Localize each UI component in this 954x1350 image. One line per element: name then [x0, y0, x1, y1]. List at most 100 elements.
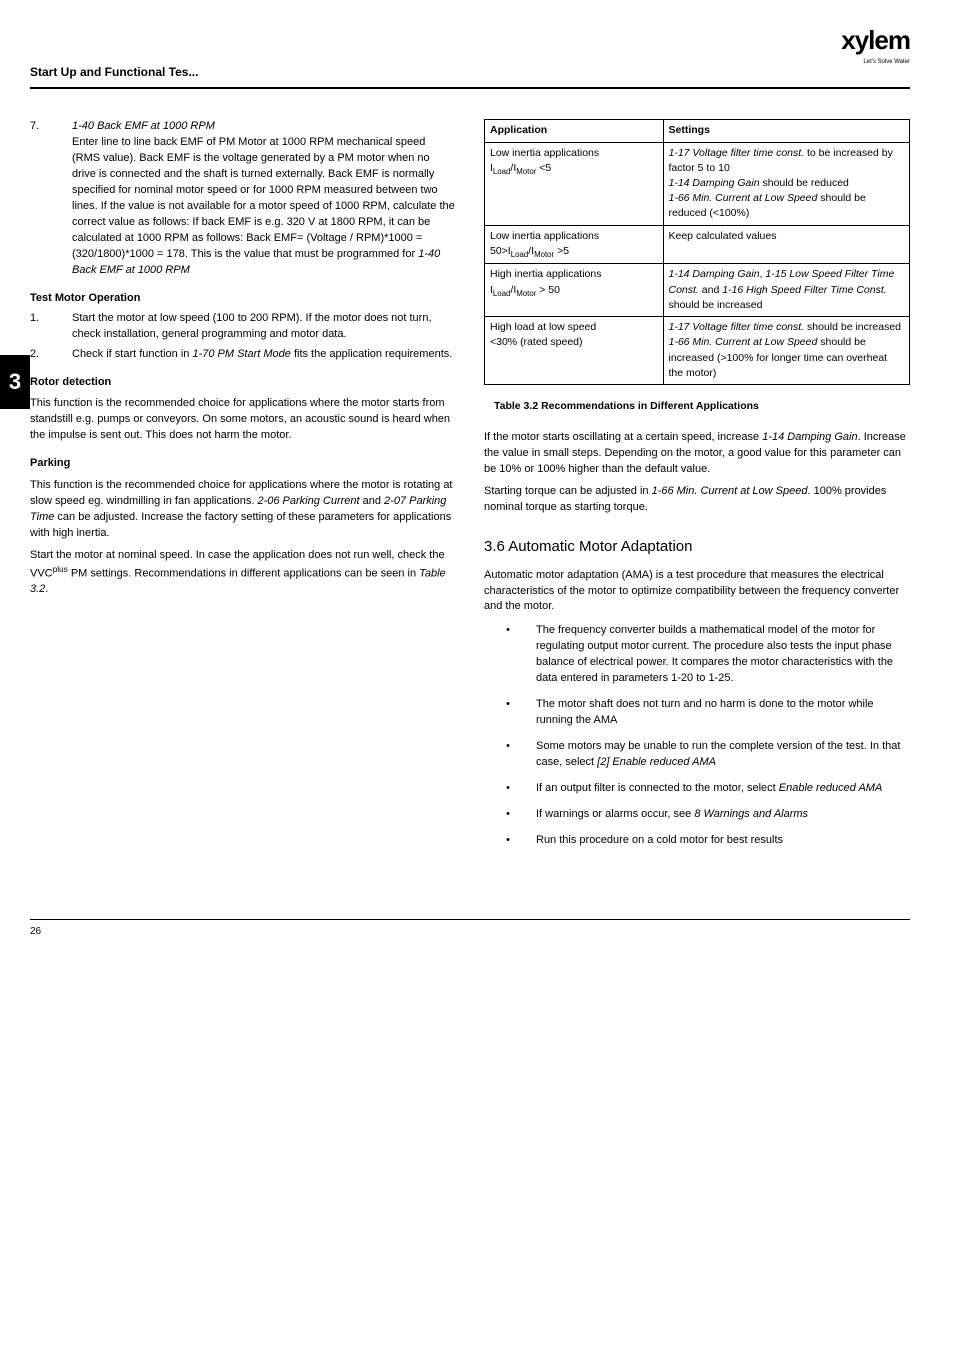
paragraph: Automatic motor adaptation (AMA) is a te… — [484, 568, 910, 616]
text: should be increased — [804, 321, 901, 333]
page-header-title: Start Up and Functional Tes... — [30, 64, 910, 81]
page-number: 26 — [30, 925, 910, 940]
item-text: If an output filter is connected to the … — [536, 781, 882, 797]
chapter-tab: 3 — [0, 355, 30, 409]
item-text: If warnings or alarms occur, see 8 Warni… — [536, 807, 808, 823]
table-cell: Keep calculated values — [663, 225, 910, 264]
paragraph: This function is the recommended choice … — [30, 478, 456, 542]
param-name: 8 Warnings and Alarms — [694, 808, 808, 820]
table-cell: High load at low speed <30% (rated speed… — [485, 317, 664, 385]
param-name: 1-66 Min. Current at Low Speed — [669, 336, 818, 348]
list-item: Some motors may be unable to run the com… — [484, 739, 910, 771]
text: If warnings or alarms occur, see — [536, 808, 694, 820]
list-item: If an output filter is connected to the … — [484, 781, 910, 797]
text: Low inertia applications — [490, 230, 599, 242]
param-name: 1-17 Voltage filter time const. — [669, 321, 805, 333]
table-cell: Low inertia applications ILoad/IMotor <5 — [485, 142, 664, 225]
superscript: plus — [53, 565, 68, 574]
table-cell: 1-17 Voltage filter time const. should b… — [663, 317, 910, 385]
item-text: Some motors may be unable to run the com… — [536, 739, 910, 771]
text: Low inertia applications — [490, 147, 599, 159]
brand-logo: xylem Let's Solve Water — [841, 22, 910, 66]
subscript: Load — [493, 167, 510, 176]
text: should be increased — [669, 299, 763, 311]
item-number: 2. — [30, 347, 56, 363]
param-name: 1-14 Damping Gain — [669, 177, 760, 189]
text: can be adjusted. Increase the factory se… — [30, 511, 451, 539]
text: <5 — [536, 162, 551, 174]
text: If the motor starts oscillating at a cer… — [484, 431, 762, 443]
param-name: 1-70 PM Start Mode — [192, 348, 290, 360]
recommendations-table: Application Settings Low inertia applica… — [484, 119, 910, 385]
table-row: Application Settings — [485, 120, 910, 142]
list-item: 1. Start the motor at low speed (100 to … — [30, 311, 456, 343]
text: PM settings. Recommendations in differen… — [68, 568, 419, 580]
table-row: Low inertia applications 50>ILoad/IMotor… — [485, 225, 910, 264]
list-item: The motor shaft does not turn and no har… — [484, 697, 910, 729]
col-header: Settings — [663, 120, 910, 142]
text: High inertia applications — [490, 268, 601, 280]
paragraph: If the motor starts oscillating at a cer… — [484, 430, 910, 478]
section-heading: Rotor detection — [30, 375, 456, 391]
text: fits the application requirements. — [291, 348, 452, 360]
param-name: 1-17 Voltage filter time const. — [669, 147, 805, 159]
subscript: Load — [511, 250, 528, 259]
param-name: Enable reduced AMA — [779, 782, 883, 794]
item-text: Check if start function in 1-70 PM Start… — [72, 347, 452, 363]
text: and — [360, 495, 384, 507]
param-name: 1-16 High Speed Filter Time Const. — [722, 284, 886, 296]
param-name: [2] Enable reduced AMA — [597, 756, 716, 768]
param-name: 1-66 Min. Current at Low Speed — [669, 192, 818, 204]
text: Starting torque can be adjusted in — [484, 485, 652, 497]
item-text: The frequency converter builds a mathema… — [536, 623, 910, 687]
table-row: Low inertia applications ILoad/IMotor <5… — [485, 142, 910, 225]
list-item: 2. Check if start function in 1-70 PM St… — [30, 347, 456, 363]
table-cell: 1-17 Voltage filter time const. to be in… — [663, 142, 910, 225]
paragraph: This function is the recommended choice … — [30, 396, 456, 444]
table-row: High inertia applications ILoad/IMotor >… — [485, 264, 910, 317]
paragraph: Start the motor at nominal speed. In cas… — [30, 548, 456, 598]
text: If an output filter is connected to the … — [536, 782, 779, 794]
param-name: 1-66 Min. Current at Low Speed — [652, 485, 808, 497]
text: Check if start function in — [72, 348, 192, 360]
param-name: 1-14 Damping Gain — [762, 431, 857, 443]
col-header: Application — [485, 120, 664, 142]
text: High load at low speed — [490, 321, 596, 333]
right-column: Application Settings Low inertia applica… — [484, 119, 910, 858]
section-heading: Parking — [30, 456, 456, 472]
param-name: 1-14 Damping Gain — [669, 268, 760, 280]
text: . — [45, 583, 48, 595]
table-cell: 1-14 Damping Gain, 1-15 Low Speed Filter… — [663, 264, 910, 317]
table-cell: Low inertia applications 50>ILoad/IMotor… — [485, 225, 664, 264]
table-caption: Table 3.2 Recommendations in Different A… — [494, 399, 910, 414]
list-item: If warnings or alarms occur, see 8 Warni… — [484, 807, 910, 823]
item-text: Enter line to line back EMF of PM Motor … — [72, 136, 455, 260]
param-name: 1-40 Back EMF at 1000 RPM — [72, 120, 215, 132]
text: >5 — [554, 245, 569, 257]
param-name: 2-06 Parking Current — [257, 495, 359, 507]
section-heading: Test Motor Operation — [30, 291, 456, 307]
item-body: 1-40 Back EMF at 1000 RPM Enter line to … — [72, 119, 456, 278]
item-text: The motor shaft does not turn and no har… — [536, 697, 910, 729]
header-rule — [30, 87, 910, 89]
item-text: Run this procedure on a cold motor for b… — [536, 833, 783, 849]
subscript: Motor — [516, 167, 536, 176]
left-column: 7. 1-40 Back EMF at 1000 RPM Enter line … — [30, 119, 456, 858]
text: should be reduced — [760, 177, 849, 189]
section-heading: 3.6 Automatic Motor Adaptation — [484, 536, 910, 558]
text: and — [699, 284, 722, 296]
text: > 50 — [536, 284, 560, 296]
table-cell: High inertia applications ILoad/IMotor >… — [485, 264, 664, 317]
bullet-list: The frequency converter builds a mathema… — [484, 623, 910, 848]
item-text: Start the motor at low speed (100 to 200… — [72, 311, 456, 343]
subscript: Load — [493, 289, 510, 298]
item-number: 7. — [30, 119, 56, 278]
item-number: 1. — [30, 311, 56, 343]
subscript: Motor — [534, 250, 554, 259]
paragraph: Starting torque can be adjusted in 1-66 … — [484, 484, 910, 516]
footer-rule — [30, 919, 910, 920]
logo-text: xylem — [841, 22, 910, 60]
text: 50>I — [490, 245, 511, 257]
list-item: Run this procedure on a cold motor for b… — [484, 833, 910, 849]
text: <30% (rated speed) — [490, 336, 583, 348]
